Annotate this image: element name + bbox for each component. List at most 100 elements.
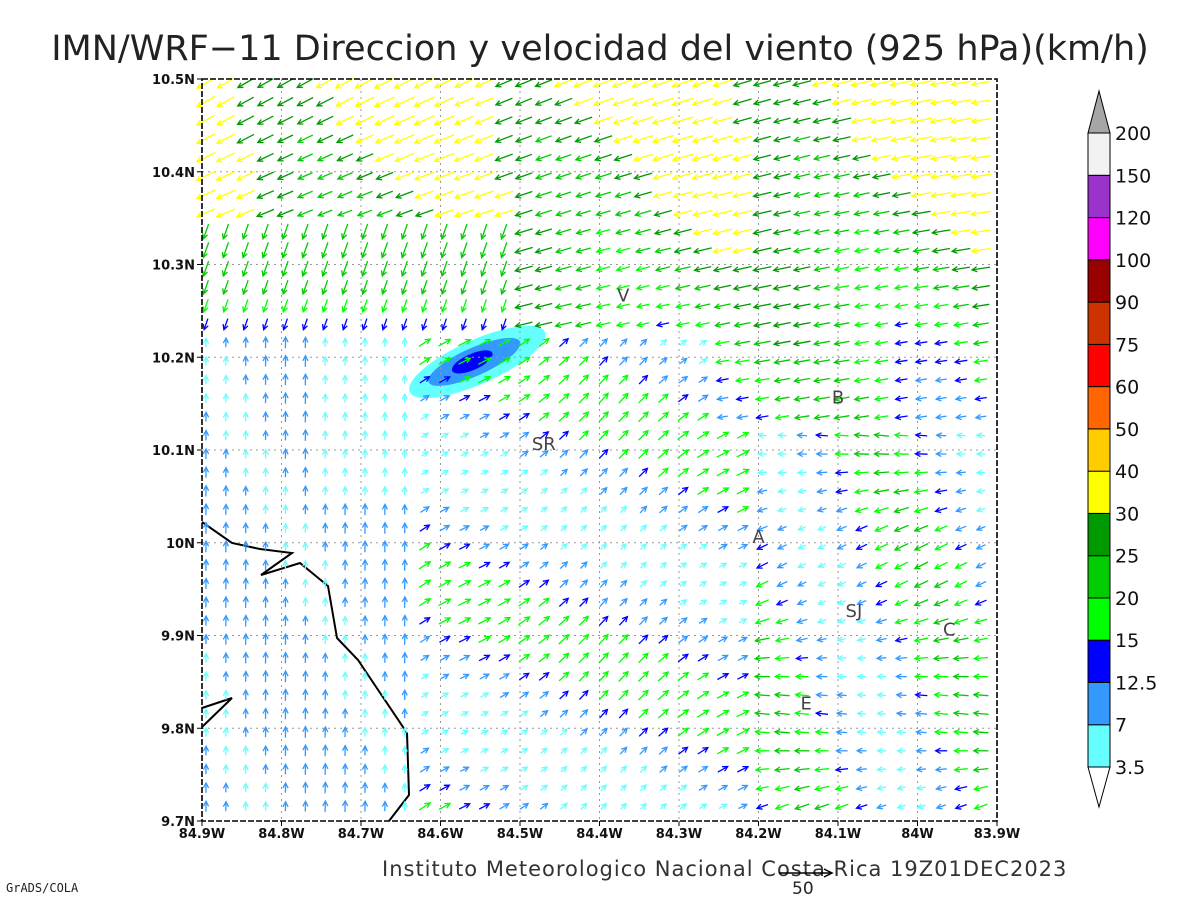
wind-vector [677, 653, 690, 663]
wind-vector [913, 580, 929, 588]
wind-vector [975, 487, 986, 495]
wind-vector [659, 543, 668, 550]
wind-vector [598, 689, 609, 701]
wind-vector [195, 133, 216, 145]
wind-vector [930, 228, 951, 236]
wind-vector [540, 728, 549, 736]
wind-vector [518, 412, 531, 421]
wind-vector [480, 242, 488, 259]
wind-vector [717, 506, 730, 514]
wind-vector [202, 689, 210, 700]
wind-vector [440, 432, 450, 439]
wind-vector [302, 391, 309, 404]
wind-vector [852, 191, 870, 199]
wind-vector [202, 484, 210, 497]
wind-vector [578, 374, 590, 385]
wind-vector [222, 299, 229, 314]
wind-vector [401, 688, 408, 701]
wind-vector [737, 524, 749, 532]
wind-vector [322, 522, 329, 534]
wind-vector [460, 432, 470, 439]
wind-vector [711, 191, 733, 199]
wind-vector [776, 487, 787, 495]
wind-vector [296, 172, 313, 180]
wind-vector [400, 260, 408, 278]
wind-vector [712, 265, 732, 273]
wind-vector [539, 690, 550, 700]
credit-text: Instituto Meteorologico Nacional Costa R… [382, 857, 1067, 881]
wind-vector [361, 411, 369, 422]
wind-vector [202, 744, 210, 756]
wind-vector [361, 279, 369, 296]
wind-vector [453, 115, 474, 126]
wind-vector [478, 617, 492, 625]
wind-vector [302, 633, 309, 645]
wind-vector [222, 411, 230, 422]
wind-vector [202, 374, 210, 385]
wind-vector [579, 449, 589, 459]
wind-vector [215, 170, 236, 181]
colorbar-label: 50 [1115, 419, 1139, 441]
wind-vector [637, 670, 650, 682]
wind-vector [674, 284, 691, 291]
wind-vector [473, 134, 494, 144]
wind-vector [813, 173, 830, 180]
wind-vector [222, 392, 230, 403]
wind-vector [356, 190, 373, 199]
wind-vector [440, 470, 450, 476]
wind-vector [752, 247, 772, 255]
wind-vector [361, 448, 369, 459]
wind-vector [282, 447, 289, 459]
colorbar-segment [1087, 597, 1111, 641]
wind-vector [896, 784, 906, 791]
wind-vector [420, 432, 430, 439]
wind-vector [473, 209, 494, 218]
wind-vector [618, 633, 629, 645]
wind-vector [835, 525, 847, 532]
wind-vector [873, 414, 889, 421]
wind-vector [698, 617, 708, 624]
wind-vector [514, 321, 533, 329]
wind-vector [361, 763, 369, 775]
wind-vector [716, 468, 730, 477]
wind-vector [401, 670, 408, 682]
wind-vector [836, 673, 847, 680]
wind-vector [913, 450, 928, 458]
wind-vector [433, 115, 455, 126]
wind-vector [341, 411, 349, 422]
wind-vector [620, 561, 628, 569]
wind-vector [893, 284, 909, 291]
wind-vector [222, 670, 230, 682]
wind-vector [518, 653, 531, 663]
wind-vector [738, 562, 748, 569]
wind-vector [691, 153, 714, 162]
wind-vector [282, 669, 289, 683]
wind-vector [419, 375, 431, 384]
wind-vector [361, 670, 369, 681]
wind-vector [498, 654, 511, 662]
wind-vector [296, 209, 313, 217]
wind-vector [413, 152, 435, 163]
wind-vector [635, 302, 650, 310]
wind-vector [792, 284, 811, 291]
colorbar-segment [1087, 217, 1111, 261]
wind-vector [578, 689, 589, 700]
wind-vector [401, 299, 408, 314]
wind-vector [853, 265, 869, 273]
wind-vector [242, 299, 249, 314]
wind-vector [736, 709, 750, 718]
wind-vector [519, 561, 530, 569]
wind-vector [876, 784, 887, 791]
wind-vector [460, 711, 470, 717]
wind-vector [909, 80, 933, 88]
wind-vector [914, 339, 928, 347]
wind-vector [401, 595, 408, 608]
wind-vector [281, 279, 289, 296]
wind-vector [699, 581, 708, 588]
wind-vector [438, 598, 452, 607]
wind-vector [915, 784, 926, 791]
wind-vector [296, 115, 314, 125]
wind-vector [934, 469, 947, 476]
wind-vector [651, 116, 674, 126]
wind-vector [335, 115, 354, 125]
